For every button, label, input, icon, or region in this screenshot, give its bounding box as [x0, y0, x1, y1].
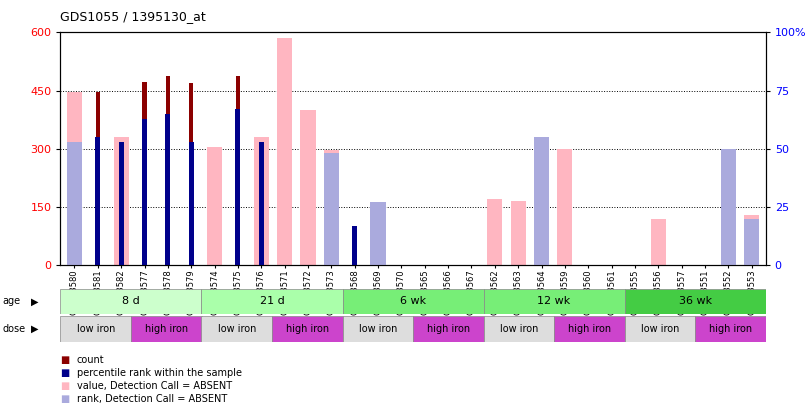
Bar	[67, 142, 82, 265]
Text: percentile rank within the sample: percentile rank within the sample	[77, 368, 242, 377]
Bar	[343, 289, 484, 314]
Bar	[371, 202, 385, 265]
Text: high iron: high iron	[567, 324, 611, 334]
Bar	[131, 316, 202, 342]
Text: ■: ■	[60, 355, 69, 364]
Bar	[324, 153, 339, 265]
Text: 8 d: 8 d	[122, 296, 140, 306]
Text: high iron: high iron	[426, 324, 470, 334]
Bar	[114, 137, 129, 265]
Bar	[487, 199, 502, 265]
Bar	[534, 137, 549, 265]
Bar	[721, 149, 736, 265]
Bar	[744, 215, 759, 265]
Text: low iron: low iron	[500, 324, 538, 334]
Bar	[96, 92, 100, 265]
Bar	[95, 137, 101, 265]
Bar	[371, 217, 385, 265]
Bar	[259, 142, 264, 265]
Bar	[236, 76, 240, 265]
Bar	[557, 149, 572, 265]
Bar	[166, 76, 170, 265]
Bar	[650, 219, 666, 265]
Text: high iron: high iron	[708, 324, 752, 334]
Bar	[189, 83, 193, 265]
Text: dose: dose	[2, 324, 26, 334]
Text: low iron: low iron	[77, 324, 115, 334]
Bar	[413, 316, 484, 342]
Text: 6 wk: 6 wk	[400, 296, 426, 306]
Bar	[60, 316, 131, 342]
Bar	[510, 201, 526, 265]
Text: ▶: ▶	[31, 296, 38, 306]
Bar	[60, 289, 201, 314]
Bar	[165, 114, 170, 265]
Text: ■: ■	[60, 394, 69, 403]
Text: 36 wk: 36 wk	[679, 296, 712, 306]
Text: age: age	[2, 296, 20, 306]
Text: low iron: low iron	[641, 324, 679, 334]
Bar	[235, 109, 240, 265]
Bar	[254, 137, 269, 265]
Text: low iron: low iron	[359, 324, 397, 334]
Text: high iron: high iron	[144, 324, 188, 334]
Text: ▶: ▶	[31, 324, 38, 334]
Bar	[625, 316, 695, 342]
Bar	[352, 226, 357, 265]
Text: ■: ■	[60, 381, 69, 390]
Bar	[67, 92, 82, 265]
Bar	[484, 289, 625, 314]
Text: GDS1055 / 1395130_at: GDS1055 / 1395130_at	[60, 10, 206, 23]
Text: 21 d: 21 d	[260, 296, 285, 306]
Text: count: count	[77, 355, 104, 364]
Bar	[277, 38, 293, 265]
Bar	[343, 316, 413, 342]
Bar	[118, 142, 124, 265]
Bar	[301, 110, 316, 265]
Text: value, Detection Call = ABSENT: value, Detection Call = ABSENT	[77, 381, 231, 390]
Bar	[142, 119, 147, 265]
Bar	[695, 316, 766, 342]
Bar	[721, 149, 736, 265]
Bar	[484, 316, 554, 342]
Bar	[189, 142, 193, 265]
Bar	[625, 289, 766, 314]
Text: ■: ■	[60, 368, 69, 377]
Text: rank, Detection Call = ABSENT: rank, Detection Call = ABSENT	[77, 394, 226, 403]
Text: high iron: high iron	[285, 324, 329, 334]
Bar	[143, 82, 147, 265]
Bar	[207, 147, 222, 265]
Text: low iron: low iron	[218, 324, 256, 334]
Bar	[554, 316, 625, 342]
Bar	[324, 149, 339, 265]
Bar	[272, 316, 343, 342]
Bar	[202, 316, 272, 342]
Text: 12 wk: 12 wk	[538, 296, 571, 306]
Bar	[744, 219, 759, 265]
Bar	[202, 289, 343, 314]
